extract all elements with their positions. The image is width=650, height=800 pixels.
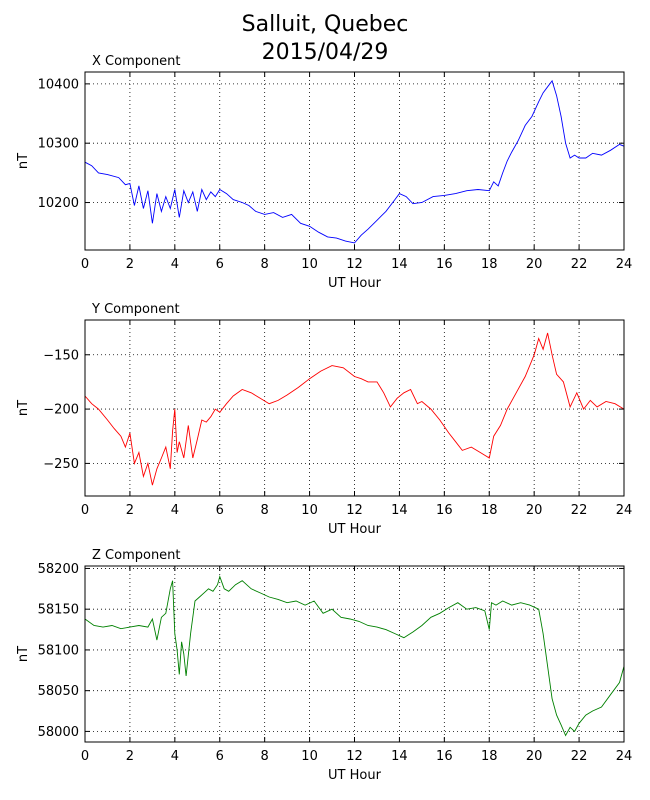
y-tick-label: −200 bbox=[43, 403, 79, 418]
x-tick-label: 20 bbox=[526, 257, 543, 272]
x-tick-label: 2 bbox=[126, 503, 134, 518]
y-tick-label: 10400 bbox=[38, 77, 79, 92]
x-tick-label: 2 bbox=[126, 257, 134, 272]
x-tick-label: 18 bbox=[481, 503, 498, 518]
y-tick-label: 58050 bbox=[38, 684, 79, 699]
x-tick-label: 16 bbox=[436, 257, 453, 272]
x-tick-label: 12 bbox=[346, 749, 363, 764]
x-tick-label: 12 bbox=[346, 503, 363, 518]
y-tick-label: 10200 bbox=[38, 196, 79, 211]
y-tick-label: 58150 bbox=[38, 603, 79, 618]
figure-title: Salluit, Quebec bbox=[241, 12, 409, 37]
x-tick-label: 24 bbox=[616, 257, 633, 272]
x-tick-label: 6 bbox=[216, 257, 224, 272]
x-tick-label: 10 bbox=[301, 503, 318, 518]
x-tick-label: 6 bbox=[216, 749, 224, 764]
y-tick-label: −150 bbox=[43, 348, 79, 363]
y-axis-label-x: nT bbox=[16, 153, 31, 169]
x-tick-label: 16 bbox=[436, 503, 453, 518]
y-axis-label-z: nT bbox=[16, 646, 31, 662]
y-tick-label: 10300 bbox=[38, 137, 79, 152]
x-tick-label: 14 bbox=[391, 257, 408, 272]
x-tick-label: 20 bbox=[526, 749, 543, 764]
x-tick-label: 22 bbox=[571, 257, 588, 272]
x-tick-label: 24 bbox=[616, 503, 633, 518]
x-tick-label: 14 bbox=[391, 749, 408, 764]
x-axis-label-x: UT Hour bbox=[328, 276, 382, 291]
x-tick-label: 2 bbox=[126, 749, 134, 764]
x-tick-label: 12 bbox=[346, 257, 363, 272]
x-tick-label: 8 bbox=[261, 503, 269, 518]
x-tick-label: 22 bbox=[571, 749, 588, 764]
panel-title-z: Z Component bbox=[92, 548, 181, 563]
y-tick-label: 58100 bbox=[38, 643, 79, 658]
x-tick-label: 6 bbox=[216, 503, 224, 518]
x-tick-label: 4 bbox=[171, 749, 179, 764]
y-tick-label: −250 bbox=[43, 457, 79, 472]
x-tick-label: 10 bbox=[301, 749, 318, 764]
x-tick-label: 18 bbox=[481, 749, 498, 764]
x-tick-label: 4 bbox=[171, 257, 179, 272]
chart-panel-z: 0 2 4 6 8 10 12 14 16 18 20 22 245800058050581005815… bbox=[16, 548, 632, 783]
x-tick-label: 24 bbox=[616, 749, 633, 764]
x-axis-label-y: UT Hour bbox=[328, 522, 382, 537]
panel-title-y: Y Component bbox=[91, 302, 180, 317]
x-tick-label: 8 bbox=[261, 257, 269, 272]
x-tick-label: 18 bbox=[481, 257, 498, 272]
y-tick-label: 58000 bbox=[38, 725, 79, 740]
x-tick-label: 14 bbox=[391, 503, 408, 518]
y-tick-label: 58200 bbox=[38, 562, 79, 577]
panel-title-x: X Component bbox=[92, 54, 181, 69]
x-tick-label: 4 bbox=[171, 503, 179, 518]
x-tick-label: 16 bbox=[436, 749, 453, 764]
series-line-y bbox=[84, 332, 625, 486]
series-line-z bbox=[84, 575, 625, 737]
x-tick-label: 20 bbox=[526, 503, 543, 518]
x-tick-label: 22 bbox=[571, 503, 588, 518]
series-line-x bbox=[84, 79, 625, 244]
figure-subtitle: 2015/04/29 bbox=[261, 40, 389, 65]
y-axis-label-y: nT bbox=[16, 400, 31, 416]
x-tick-label: 0 bbox=[81, 257, 89, 272]
x-axis-label-z: UT Hour bbox=[328, 768, 382, 783]
x-tick-label: 8 bbox=[261, 749, 269, 764]
x-tick-label: 10 bbox=[301, 257, 318, 272]
x-tick-label: 0 bbox=[81, 503, 89, 518]
x-tick-label: 0 bbox=[81, 749, 89, 764]
